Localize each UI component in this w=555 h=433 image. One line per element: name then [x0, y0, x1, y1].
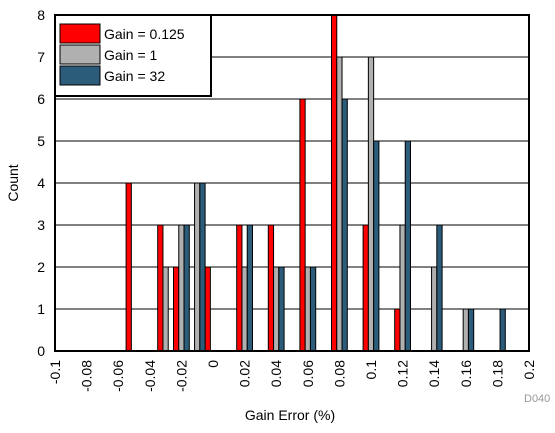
- y-tick-label: 3: [37, 217, 45, 233]
- x-tick-label: 0.02: [237, 360, 253, 387]
- y-tick-label: 5: [37, 133, 45, 149]
- legend-label-gain-1: Gain = 1: [104, 47, 158, 63]
- bar-gain-0-125: [267, 224, 275, 352]
- x-tick-label: 0.08: [331, 360, 347, 387]
- bar-gain-1: [462, 308, 469, 352]
- x-tick-label: 0.1: [363, 360, 379, 380]
- legend-swatch-gain-1: [59, 44, 101, 65]
- bar-gain-0-125: [125, 182, 132, 352]
- tick-labels: 0 1 2 3 4 5 6 7 8 -0.1 -0.08 -0.06 -0.04 -0.02 0 0.02 0.…: [37, 7, 537, 392]
- bar-gain-0-125: [362, 224, 369, 352]
- y-tick-label: 7: [37, 49, 45, 65]
- x-tick-label: 0.16: [458, 360, 474, 387]
- legend: Gain = 0.125 Gain = 1 Gain = 32: [54, 14, 212, 97]
- y-tick-label: 0: [37, 343, 45, 359]
- bar-gain-32: [341, 98, 348, 352]
- x-tick-label: 0.18: [489, 360, 505, 387]
- x-axis-label: Gain Error (%): [245, 407, 335, 423]
- x-tick-label: -0.1: [47, 360, 63, 384]
- bar-gain-0-125: [173, 266, 180, 352]
- legend-label-gain-0125: Gain = 0.125: [104, 26, 185, 42]
- bar-gain-0-125: [204, 266, 211, 352]
- y-tick-label: 2: [37, 259, 45, 275]
- bar-gain-0-125: [331, 14, 338, 352]
- legend-label-gain-32: Gain = 32: [104, 68, 165, 84]
- y-tick-label: 1: [37, 301, 45, 317]
- x-tick-label: -0.02: [173, 360, 189, 392]
- bar-gain-32: [183, 224, 190, 352]
- y-tick-label: 4: [37, 175, 45, 191]
- x-tick-label: -0.06: [110, 360, 126, 392]
- y-tick-label: 6: [37, 91, 45, 107]
- bar-gain-1: [304, 266, 311, 352]
- plot-frame: [54, 14, 530, 352]
- bar-gain-1: [399, 224, 406, 352]
- x-tick-label: 0.2: [521, 360, 537, 380]
- bar-gain-32: [436, 224, 443, 352]
- bar-gain-32: [467, 308, 475, 352]
- x-tick-label: 0: [205, 360, 221, 368]
- bar-gain-0-125: [394, 308, 401, 352]
- bar-gain-1: [241, 266, 248, 352]
- bar-gain-32: [199, 182, 206, 352]
- bars: [125, 14, 506, 352]
- y-axis-label: Count: [5, 164, 21, 201]
- y-tick-label: 8: [37, 7, 45, 23]
- bar-gain-1: [162, 266, 169, 352]
- legend-swatch-gain-32: [59, 65, 101, 86]
- bar-gain-32: [309, 266, 317, 352]
- bar-gain-0-125: [236, 224, 243, 352]
- x-tick-label: 0.12: [395, 360, 411, 387]
- bar-gain-0-125: [157, 224, 164, 352]
- x-tick-label: 0.04: [268, 360, 284, 387]
- bar-gain-1: [367, 56, 375, 352]
- legend-swatch-gain-0125: [59, 23, 101, 44]
- bar-gain-32: [246, 224, 254, 352]
- x-tick-label: 0.14: [426, 360, 442, 387]
- bar-gain-32: [499, 308, 506, 352]
- x-tick-label: -0.08: [79, 360, 95, 392]
- bar-gain-0-125: [299, 98, 306, 352]
- figure-id: D040: [524, 393, 550, 405]
- bar-gain-32: [404, 140, 412, 352]
- x-tick-label: 0.06: [300, 360, 316, 387]
- x-tick-label: -0.04: [142, 360, 158, 392]
- bar-gain-32: [278, 266, 285, 352]
- bar-gain-32: [373, 140, 380, 352]
- bar-gain-1: [336, 56, 343, 352]
- bar-gain-1: [273, 266, 280, 352]
- bar-gain-1: [194, 182, 201, 352]
- bar-gain-1: [431, 266, 438, 352]
- bar-gain-1: [178, 224, 185, 352]
